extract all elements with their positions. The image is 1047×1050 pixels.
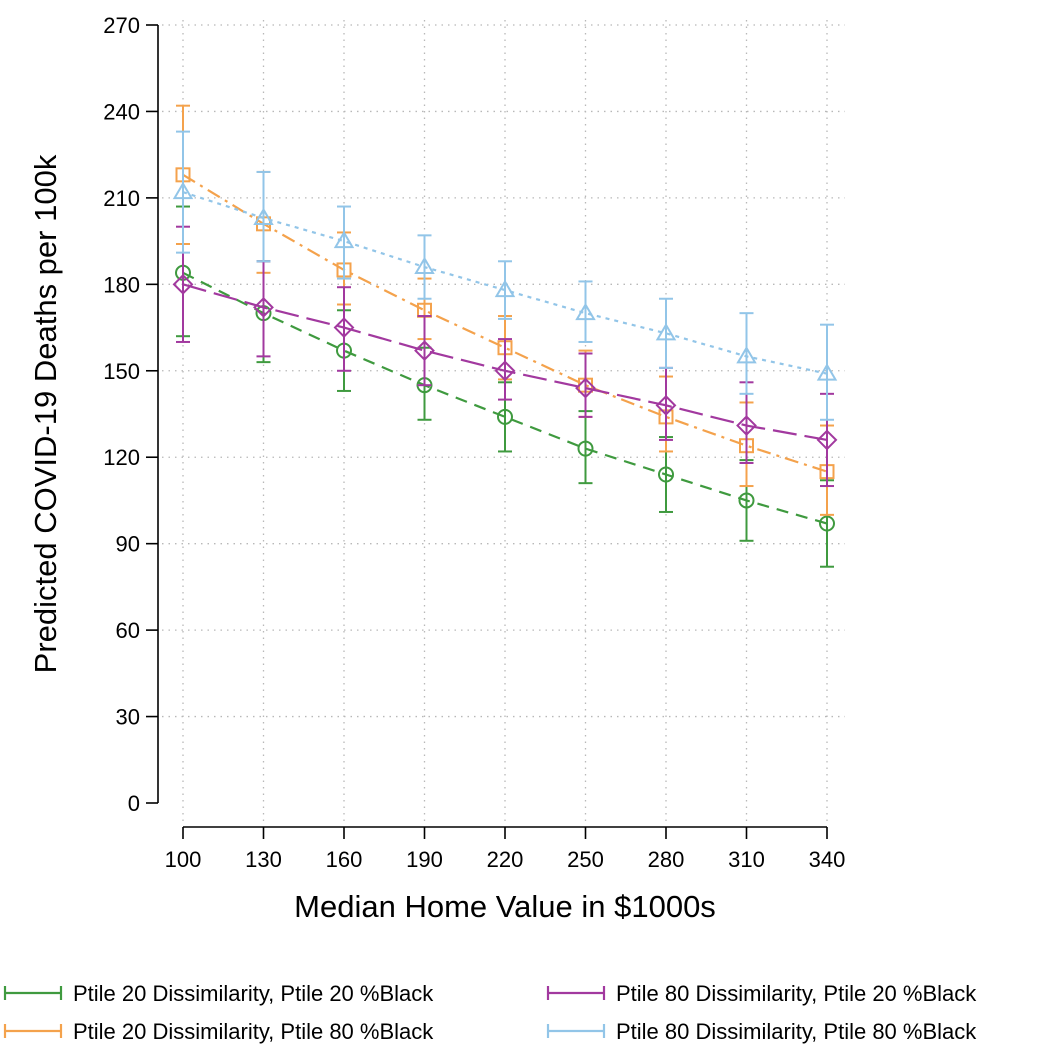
y-tick-label: 120 xyxy=(103,445,140,470)
point-marker xyxy=(577,440,594,457)
legend-item: Ptile 80 Dissimilarity, Ptile 20 %Black xyxy=(546,981,977,1006)
point-marker xyxy=(172,181,194,200)
point-marker xyxy=(575,377,596,399)
legend-item: Ptile 20 Dissimilarity, Ptile 80 %Black xyxy=(3,1019,434,1044)
point-marker xyxy=(253,296,274,318)
x-tick-label: 130 xyxy=(245,847,282,872)
x-tick-label: 250 xyxy=(567,847,604,872)
point-marker xyxy=(253,207,274,226)
point-marker xyxy=(333,317,355,338)
point-marker xyxy=(655,394,677,416)
series-line xyxy=(182,283,828,442)
series-4 xyxy=(172,130,838,421)
point-marker xyxy=(414,256,435,275)
series-line xyxy=(182,191,828,375)
series-line xyxy=(182,173,828,473)
axes: 0 30 60 90 120 150 180 210 240 270 100 130 160 190 220… xyxy=(103,13,845,872)
point-marker xyxy=(575,302,596,321)
y-tick-label: 0 xyxy=(128,791,140,816)
point-marker xyxy=(333,230,355,249)
legend: Ptile 20 Dissimilarity, Ptile 20 %Black P… xyxy=(3,981,977,1044)
y-axis-title: Predicted COVID-19 Deaths per 100k xyxy=(28,154,63,673)
x-tick-label: 280 xyxy=(648,847,685,872)
legend-label: Ptile 80 Dissimilarity, Ptile 80 %Black xyxy=(616,1019,977,1044)
point-marker xyxy=(494,279,516,298)
y-tick-label: 90 xyxy=(116,532,140,557)
y-tick-label: 270 xyxy=(103,13,140,38)
y-tick-label: 240 xyxy=(103,99,140,124)
point-marker xyxy=(736,345,757,364)
y-tick-label: 60 xyxy=(116,618,140,643)
point-marker xyxy=(736,415,757,436)
legend-label: Ptile 20 Dissimilarity, Ptile 20 %Black xyxy=(73,981,434,1006)
y-tick-label: 150 xyxy=(103,359,140,384)
point-marker xyxy=(658,466,674,483)
point-marker xyxy=(655,322,677,341)
legend-item: Ptile 80 Dissimilarity, Ptile 80 %Black xyxy=(546,1019,977,1044)
x-tick-label: 310 xyxy=(728,847,765,872)
point-marker xyxy=(494,360,516,382)
point-marker xyxy=(172,273,194,295)
series-layer xyxy=(172,104,838,568)
x-axis-title: Median Home Value in $1000s xyxy=(294,889,716,924)
legend-label: Ptile 80 Dissimilarity, Ptile 20 %Black xyxy=(616,981,977,1006)
legend-item: Ptile 20 Dissimilarity, Ptile 20 %Black xyxy=(3,981,434,1006)
point-marker xyxy=(816,363,838,381)
x-tick-label: 100 xyxy=(165,847,202,872)
y-tick-label: 30 xyxy=(116,705,140,730)
point-marker xyxy=(414,340,435,362)
x-tick-label: 340 xyxy=(809,847,846,872)
x-tick-label: 220 xyxy=(487,847,524,872)
y-tick-label: 180 xyxy=(103,272,140,297)
point-marker xyxy=(738,492,755,509)
legend-label: Ptile 20 Dissimilarity, Ptile 80 %Black xyxy=(73,1019,434,1044)
point-marker xyxy=(497,408,513,425)
series-line xyxy=(182,271,828,525)
y-tick-label: 210 xyxy=(103,186,140,211)
point-marker xyxy=(819,515,835,532)
x-tick-label: 190 xyxy=(406,847,443,872)
x-tick-label: 160 xyxy=(326,847,363,872)
point-marker xyxy=(816,429,838,451)
